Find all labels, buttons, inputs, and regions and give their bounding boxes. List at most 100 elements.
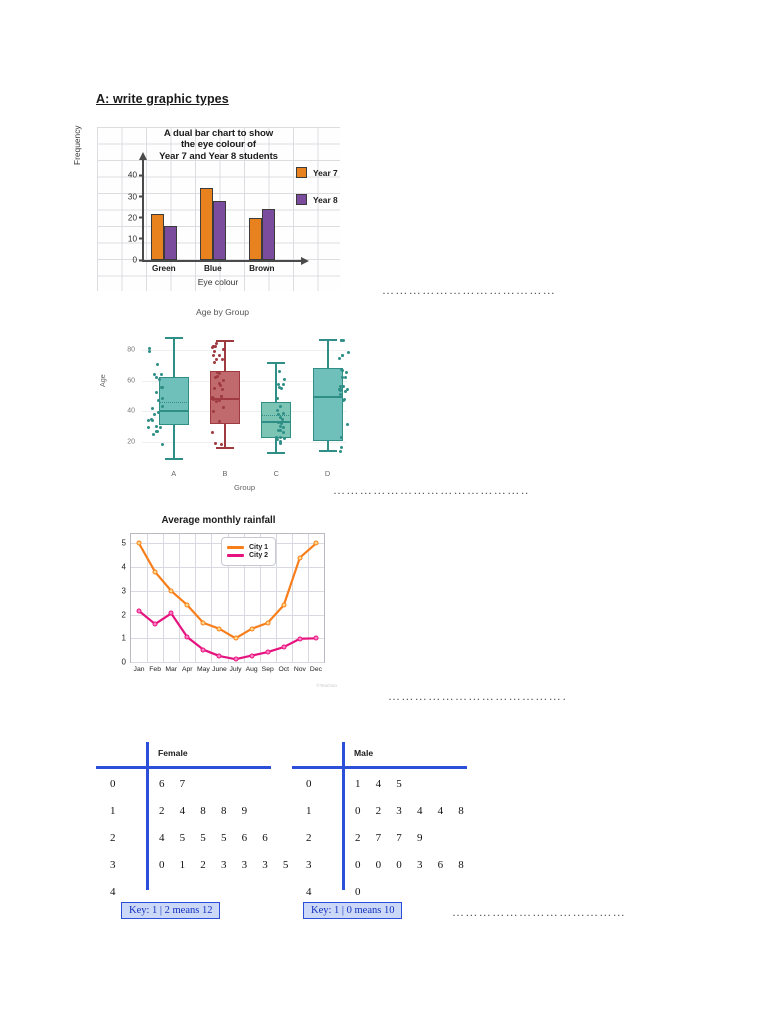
page-title: A: write graphic types (96, 92, 229, 106)
key-box-male: Key: 1 | 0 means 10 (303, 902, 403, 919)
data-point-D (342, 339, 346, 343)
data-point-A (151, 419, 155, 423)
data-point-C (280, 417, 284, 421)
data-point-C (280, 422, 284, 426)
data-point-A (157, 378, 161, 382)
leaf-values: 2 7 7 9 (355, 832, 429, 844)
line-chart-y-tick: 0 (121, 657, 126, 667)
mean-line-A (158, 402, 189, 404)
line-chart-x-tick: Aug (245, 666, 258, 673)
data-point-city-2 (152, 621, 158, 627)
whisker-cap-D (318, 450, 337, 453)
data-point-A (161, 404, 165, 408)
data-point-B (218, 420, 222, 423)
data-point-A (154, 375, 158, 379)
data-point-A (150, 407, 154, 411)
leaf-values: 4 5 5 5 6 6 (159, 832, 274, 844)
bar-chart-x-tick: Green (151, 264, 176, 273)
data-point-B (221, 388, 225, 392)
box-plot-plot-area: 20 40 60 80 A B C D (127, 331, 350, 478)
stem-leaf-vertical-divider (146, 742, 149, 890)
data-point-A (156, 430, 160, 434)
line-chart: Average monthly rainfall 0 1 2 3 4 5 Jan Feb Mar… (97, 512, 340, 692)
data-point-city-2 (313, 635, 319, 641)
box-plot-y-tick: 80 (127, 346, 135, 354)
line-chart-gridline-v (147, 534, 149, 662)
mean-line-C (261, 414, 292, 416)
data-point-city-2 (297, 636, 303, 642)
data-point-B (210, 395, 214, 399)
data-point-city-1 (281, 602, 287, 608)
whisker-cap-B (216, 447, 235, 450)
line-chart-x-tick: June (212, 666, 227, 673)
data-point-C (275, 396, 279, 400)
data-point-D (346, 423, 350, 427)
data-point-B (219, 443, 223, 447)
data-point-city-2 (216, 653, 222, 659)
leaf-values: 0 0 0 3 6 8 (355, 859, 470, 871)
answer-line-2[interactable]: …………………………………………………… (333, 483, 529, 497)
whisker-cap-A (164, 457, 183, 460)
data-point-B (214, 400, 218, 404)
legend-item-year-8: Year 8 (296, 194, 338, 205)
data-point-D (346, 351, 350, 355)
data-point-A (154, 424, 158, 428)
line-chart-gridline-v (163, 534, 165, 662)
whisker-A-upper (172, 337, 175, 378)
leaf-values: 0 2 3 4 4 8 (355, 805, 470, 817)
data-point-city-2 (200, 647, 206, 653)
data-point-C (276, 438, 280, 442)
answer-line-4[interactable]: ………………………………… (452, 905, 627, 919)
data-point-city-1 (265, 620, 271, 626)
data-point-B (213, 360, 217, 364)
line-chart-x-tick: Dec (309, 666, 322, 673)
bar-blue-year-8 (212, 200, 226, 260)
stem-value: 1 (306, 805, 312, 817)
median-line-C (261, 420, 292, 423)
bar-chart-title-line-2: the eye colour of (180, 139, 257, 151)
line-chart-gridline-v (227, 534, 229, 662)
data-point-D (338, 392, 342, 396)
box-plot-y-tick: 60 (127, 377, 135, 385)
data-point-D (345, 388, 349, 392)
median-line-D (312, 396, 343, 398)
box-plot-y-axis-label: Age (98, 374, 107, 387)
mean-line-D (312, 396, 343, 397)
line-chart-title: Average monthly rainfall (161, 515, 276, 526)
data-point-C (281, 431, 285, 435)
stem-leaf-row: 2 2 7 7 9 (292, 832, 472, 859)
data-point-city-1 (200, 620, 206, 626)
bar-chart-plot-area: 0 10 20 30 40 Green Blue Brown (128, 167, 290, 273)
data-point-B (212, 409, 216, 413)
data-point-A (160, 373, 164, 377)
answer-line-3[interactable]: ………………………………………… (388, 689, 566, 703)
stem-value: 4 (306, 886, 312, 898)
stem-leaf-horizontal-divider (292, 766, 467, 769)
stem-value: 4 (110, 886, 116, 898)
data-point-city-2 (265, 649, 271, 655)
data-point-C (278, 370, 282, 374)
whisker-C-lower (275, 437, 278, 452)
bar-brown-year-8 (261, 209, 275, 260)
stem-leaf-row: 2 4 5 5 5 6 6 (96, 832, 276, 859)
whisker-D-lower (326, 440, 329, 451)
data-point-city-2 (136, 608, 142, 614)
data-point-city-2 (249, 653, 255, 659)
data-point-B (214, 345, 218, 349)
stem-leaf-row: 0 6 7 (96, 778, 276, 805)
bar-chart-y-axis-label: Frequency (72, 125, 82, 165)
data-point-D (339, 384, 343, 388)
line-chart-gridline-v (275, 534, 277, 662)
legend-item-city-1: City 1 (227, 544, 268, 551)
data-point-A (147, 426, 151, 430)
line-chart-gridline-v (291, 534, 293, 662)
data-point-C (274, 436, 278, 440)
answer-line-1[interactable]: …………………………………………… (382, 283, 554, 297)
data-point-city-1 (136, 540, 142, 546)
stem-leaf-male: Male 0 1 4 5 1 0 2 3 4 4 8 2 2 7 7 9 3 0 0 0 3 6… (292, 742, 472, 927)
box-plot-x-tick: C (273, 469, 279, 478)
whisker-B-lower (224, 423, 227, 448)
whisker-B-upper (224, 340, 227, 372)
data-point-B (214, 441, 218, 445)
